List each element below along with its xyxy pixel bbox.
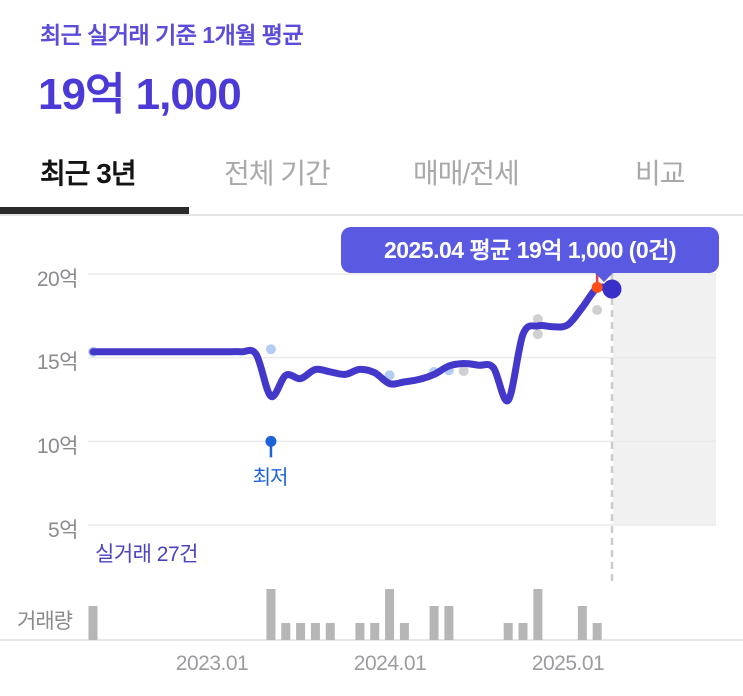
average-price-subtitle: 최근 실거래 기준 1개월 평균 xyxy=(40,22,304,48)
volume-bar xyxy=(518,623,528,640)
x-axis-tick-2023: 2023.01 xyxy=(175,652,249,675)
min-marker-dot xyxy=(265,435,277,447)
volume-bar xyxy=(281,623,291,640)
current-price-dot xyxy=(602,279,622,299)
volume-bar xyxy=(370,623,380,640)
transaction-dot xyxy=(458,366,469,377)
volume-bar xyxy=(503,623,513,640)
transaction-dot xyxy=(532,329,543,340)
transaction-dot xyxy=(384,370,395,381)
x-axis-tick-2025: 2025.01 xyxy=(531,652,605,675)
average-price-value: 19억 1,000 xyxy=(38,70,242,119)
transaction-dot xyxy=(592,304,603,315)
volume-bar xyxy=(355,623,365,640)
trade-count-label: 실거래 27건 xyxy=(95,543,198,566)
volume-bar xyxy=(444,606,454,640)
tab-sale-jeonse[interactable]: 매매/전세 xyxy=(413,158,520,189)
max-marker-dot xyxy=(591,281,603,293)
volume-bar xyxy=(266,589,276,640)
min-price-marker-label: 최저 xyxy=(252,467,289,489)
price-line xyxy=(89,283,616,405)
tab-all-period[interactable]: 전체 기간 xyxy=(224,158,331,189)
price-tooltip-text: 2025.04 평균 19억 1,000 (0건) xyxy=(383,237,677,263)
y-axis-tick-20: 20억 xyxy=(36,268,79,291)
tooltip-tail xyxy=(593,271,615,282)
transaction-dot xyxy=(265,344,276,355)
volume-bar xyxy=(429,606,439,640)
volume-bar xyxy=(577,606,587,640)
price-tooltip: 2025.04 평균 19억 1,000 (0건) xyxy=(341,227,719,282)
active-tab-underline xyxy=(0,207,189,214)
tab-recent-3years[interactable]: 최근 3년 xyxy=(40,158,137,189)
volume-bar xyxy=(592,623,602,640)
y-axis-tick-5: 5억 xyxy=(48,519,79,542)
tab-bottom-border xyxy=(0,214,743,216)
x-axis-tick-2024: 2024.01 xyxy=(353,652,427,675)
volume-bar xyxy=(533,589,543,640)
volume-axis-label: 거래량 xyxy=(17,610,73,633)
y-axis-tick-15: 15억 xyxy=(36,351,79,374)
transaction-dot xyxy=(532,314,543,325)
tab-compare[interactable]: 비교 xyxy=(635,158,686,189)
volume-bar xyxy=(296,623,306,640)
volume-bar xyxy=(310,623,320,640)
volume-bar xyxy=(88,606,98,640)
volume-bar xyxy=(385,589,395,640)
volume-bar xyxy=(325,623,335,640)
future-shade-region xyxy=(613,274,717,525)
y-axis-tick-10: 10억 xyxy=(36,435,79,458)
volume-bar xyxy=(399,623,409,640)
